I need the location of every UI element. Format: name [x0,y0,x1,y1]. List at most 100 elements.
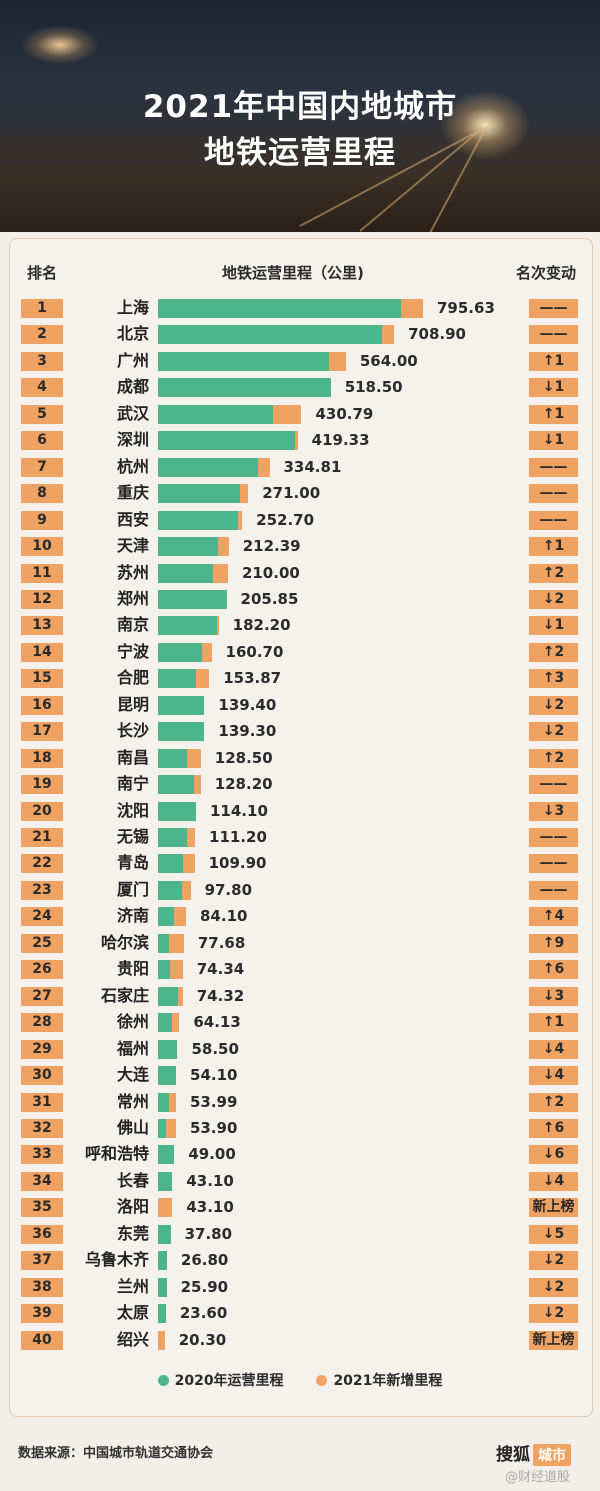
rank-badge: 19 [21,775,63,795]
bar-2020-mileage [158,722,205,742]
bar-2021-added [187,748,201,768]
legend-dot-green [157,1375,169,1386]
rank-change-badge: ↓1 [529,378,578,398]
rank-badge: 11 [21,563,63,583]
rank-change-badge: ↑2 [529,1092,578,1112]
rank-badge: 40 [21,1330,63,1350]
rank-change-badge: ↓3 [529,986,578,1006]
bar-2020-mileage [158,1224,171,1244]
value-label: 53.90 [189,1118,238,1137]
rank-change-badge: ↓4 [529,1039,578,1059]
bar-2021-added [177,986,183,1006]
value-label: 114.10 [210,801,268,820]
rank-change-badge: —— [529,880,578,900]
rank-change-badge: ↓2 [529,1251,578,1271]
bar-2020-mileage [158,854,183,874]
city-label: 无锡 [116,827,149,846]
city-label: 苏州 [116,562,149,582]
value-label: 160.70 [225,642,284,661]
bar-2020-mileage [158,1251,167,1271]
bar-2021-added [187,828,196,847]
rank-badge: 2 [21,325,63,345]
rank-change-badge: ↓5 [529,1224,578,1244]
value-label: 271.00 [262,484,321,503]
rank-badge: 3 [21,351,63,371]
bar-2020-mileage [158,616,218,636]
bar-2021-added [258,457,270,477]
rank-badge: 29 [21,1039,63,1059]
city-label: 广州 [116,350,149,370]
city-label: 呼和浩特 [84,1144,149,1164]
rank-change-badge: 新上榜 [529,1330,578,1350]
city-label: 宁波 [116,641,149,661]
value-label: 153.87 [223,669,282,688]
rank-badge: 17 [21,722,63,742]
rank-change-badge: ↑6 [529,1118,578,1138]
rank-badge: 6 [21,431,63,451]
city-label: 重庆 [116,483,149,503]
city-label: 长沙 [116,721,149,741]
city-label: 常州 [116,1091,149,1111]
rank-change-badge: ↑1 [529,1013,578,1033]
rank-change-badge: ↓6 [529,1145,578,1165]
value-label: 53.99 [189,1092,238,1111]
value-label: 49.00 [188,1145,236,1164]
value-label: 26.80 [180,1251,229,1270]
bar-2020-mileage [158,1118,166,1138]
bar-2020-mileage [158,1013,173,1033]
bar-2020-mileage [158,457,259,477]
rank-change-badge: —— [529,775,578,795]
bar-2021-added [213,563,228,583]
rank-badge: 8 [21,484,63,504]
legend-item-2021: 2021年新增里程 [316,1370,442,1390]
rank-badge: 12 [21,589,63,609]
bar-2021-added [181,880,191,900]
rank-change-badge: ↑2 [529,563,578,583]
value-label: 74.32 [196,986,245,1005]
rank-change-badge: ↑2 [529,748,578,768]
rank-change-badge: —— [529,510,578,530]
value-label: 54.10 [190,1066,238,1085]
bar-2020-mileage [158,748,188,768]
bar-2021-added [382,325,395,345]
bar-2021-added [168,1092,176,1112]
city-label: 太原 [116,1303,149,1323]
bar-2020-mileage [158,404,273,424]
rank-change-badge: ↑2 [529,642,578,662]
bar-2020-mileage [158,1092,169,1112]
city-label: 哈尔滨 [100,932,149,952]
bar-2020-mileage [158,299,401,318]
rank-badge: 26 [21,960,63,980]
rank-badge: 25 [21,933,63,953]
rank-badge: 33 [21,1145,63,1165]
value-label: 37.80 [184,1224,233,1243]
city-label: 西安 [116,509,149,529]
legend-item-2020: 2020年运营里程 [157,1370,284,1390]
rank-change-badge: —— [529,299,578,318]
rank-badge: 20 [21,801,63,821]
bar-2020-mileage [158,563,214,583]
brand-name: 搜狐 [496,1445,530,1465]
rank-change-badge: —— [529,854,578,874]
bar-2020-mileage [158,484,240,504]
city-label: 徐州 [116,1012,149,1032]
rank-badge: 4 [21,378,63,398]
city-label: 杭州 [116,456,149,476]
rank-change-badge: ↓2 [529,1304,578,1324]
value-label: 128.20 [214,775,273,794]
rank-badge: 23 [21,880,63,900]
rank-change-badge: ↑9 [529,933,578,953]
bar-2020-mileage [158,378,331,398]
rank-badge: 35 [21,1198,63,1218]
rank-change-badge: —— [529,325,578,345]
rank-badge: 7 [21,457,63,477]
rank-change-badge: ↑3 [529,669,578,689]
value-label: 97.80 [204,880,253,899]
bar-2021-added [173,907,186,927]
rank-change-badge: ↓3 [529,801,578,821]
city-label: 沈阳 [116,800,149,820]
title-line-1: 2021年中国内地城市 [142,89,458,125]
legend-dot-orange [316,1375,328,1386]
city-label: 北京 [116,324,149,344]
bar-2020-mileage [158,880,182,900]
